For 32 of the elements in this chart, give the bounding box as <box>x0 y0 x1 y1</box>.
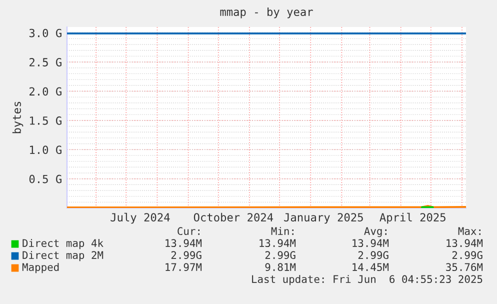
text: 2.99G <box>358 251 388 260</box>
legend-label: Mapped <box>22 262 59 274</box>
text: Max: <box>458 227 480 236</box>
text: Min: <box>271 226 294 235</box>
legend-label: Direct map 4k <box>22 238 104 250</box>
y-tick-label: 2.0 G <box>30 87 62 96</box>
text: 9.81M <box>265 263 296 272</box>
text: 2.99G <box>171 251 202 260</box>
text: Avg: <box>364 227 386 238</box>
text: 13.94M <box>352 239 389 248</box>
text: 13.94M <box>446 239 483 248</box>
legend-label: Direct map 2M <box>22 250 104 262</box>
chart-title: mmap - by year <box>220 7 313 18</box>
x-tick-label: January 2025 <box>284 213 363 224</box>
y-tick-label: 0.5 G <box>29 174 62 184</box>
x-tick-label: October 2024 <box>194 212 274 222</box>
text: Last update: Fri Jun 6 04:55:23 2025 <box>252 274 482 286</box>
text: 17.97M <box>166 263 202 272</box>
y-tick-label: 2.5 G <box>30 58 62 66</box>
text: 2.99G <box>265 251 296 260</box>
x-tick-label: July 2024 <box>110 212 170 224</box>
x-tick-label: April 2025 <box>380 212 446 224</box>
y-tick-label: 1.0 G <box>30 146 62 154</box>
y-tick-label: 3.0 G <box>29 28 62 38</box>
text: 35.76M <box>446 263 483 272</box>
y-axis-title: bytes <box>12 102 24 134</box>
y-tick-label: 1.5 G <box>30 116 62 125</box>
text: 13.94M <box>260 239 296 248</box>
text: 13.94M <box>166 239 202 248</box>
text: 2.99G <box>452 251 482 260</box>
text: 14.45M <box>352 263 389 272</box>
text: Cur: <box>178 227 200 236</box>
